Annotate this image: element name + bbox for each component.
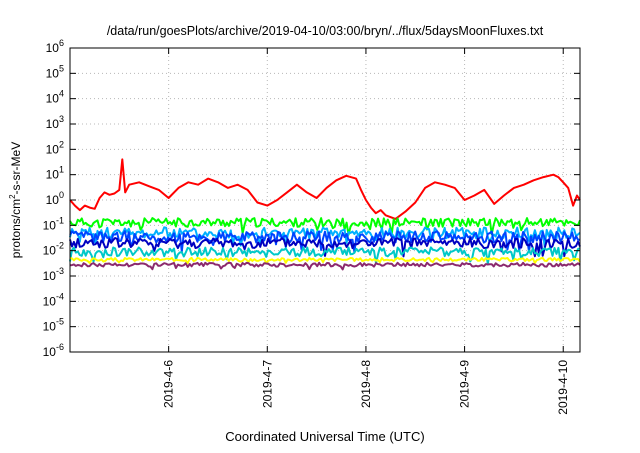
y-tick-label-base: 10 xyxy=(46,193,60,207)
y-tick-label-exp: -4 xyxy=(56,291,64,301)
y-tick-label-base: 10 xyxy=(46,142,60,156)
series-line xyxy=(69,246,581,266)
y-tick-label: 10-1 xyxy=(43,215,64,232)
y-tick-label-base: 10 xyxy=(43,345,57,359)
y-tick-label: 101 xyxy=(46,165,64,182)
y-tick-label-exp: -2 xyxy=(56,241,64,251)
y-tick-label: 105 xyxy=(46,63,64,80)
series-line xyxy=(69,261,581,271)
y-tick-label-exp: 2 xyxy=(59,139,64,149)
y-tick-label-exp: 5 xyxy=(59,63,64,73)
y-tick-label: 10-4 xyxy=(43,291,64,308)
series-line xyxy=(69,256,581,265)
series-line xyxy=(69,158,581,220)
y-tick-label: 103 xyxy=(46,114,64,131)
axes: 10-610-510-410-310-210-11001011021031041… xyxy=(43,38,581,415)
y-tick-label-exp: -6 xyxy=(56,342,64,352)
y-tick-label-exp: -5 xyxy=(56,317,64,327)
y-tick-label-exp: 1 xyxy=(59,165,64,175)
chart-title: /data/run/goesPlots/archive/2019-04-10/0… xyxy=(107,24,544,38)
x-tick-label: 2019-4-10 xyxy=(556,360,570,415)
y-tick-label-exp: 4 xyxy=(59,89,64,99)
y-tick-label-base: 10 xyxy=(43,294,57,308)
series-line xyxy=(69,226,581,249)
y-tick-label: 104 xyxy=(46,89,64,106)
y-tick-label-base: 10 xyxy=(46,41,60,55)
series-line xyxy=(69,237,581,258)
y-tick-label-exp: 0 xyxy=(59,190,64,200)
y-tick-label: 102 xyxy=(46,139,64,156)
y-tick-label: 10-3 xyxy=(43,266,64,283)
y-tick-label-exp: 6 xyxy=(59,38,64,48)
x-axis-label: Coordinated Universal Time (UTC) xyxy=(225,429,424,444)
grid xyxy=(70,48,580,352)
y-tick-label-base: 10 xyxy=(43,218,57,232)
x-tick-label: 2019-4-6 xyxy=(162,360,176,408)
y-axis-label-sup: 2 xyxy=(8,194,17,199)
series-line xyxy=(69,230,581,254)
y-axis-label-rest: -s-sr-MeV xyxy=(9,142,23,195)
series-line xyxy=(69,217,581,236)
y-tick-label: 100 xyxy=(46,190,64,207)
series-layer xyxy=(69,158,581,271)
x-tick-label: 2019-4-7 xyxy=(260,360,274,408)
y-tick-label-exp: 3 xyxy=(59,114,64,124)
y-tick-label-base: 10 xyxy=(43,320,57,334)
y-axis-label-base: protons/cm xyxy=(9,199,23,258)
y-tick-label-base: 10 xyxy=(46,117,60,131)
plot-frame xyxy=(69,47,581,353)
x-tick-label: 2019-4-9 xyxy=(458,360,472,408)
y-tick-label: 10-5 xyxy=(43,317,64,334)
x-tick-label: 2019-4-8 xyxy=(359,360,373,408)
y-tick-label-base: 10 xyxy=(46,168,60,182)
y-tick-label-base: 10 xyxy=(46,66,60,80)
y-axis-label: protons/cm2-s-sr-MeV xyxy=(8,142,23,258)
y-tick-label: 10-6 xyxy=(43,342,64,359)
y-tick-label-base: 10 xyxy=(43,244,57,258)
y-tick-label: 106 xyxy=(46,38,64,55)
y-tick-label-base: 10 xyxy=(43,269,57,283)
y-tick-label-base: 10 xyxy=(46,92,60,106)
y-tick-label: 10-2 xyxy=(43,241,64,258)
y-tick-label-exp: -1 xyxy=(56,215,64,225)
y-tick-label-exp: -3 xyxy=(56,266,64,276)
